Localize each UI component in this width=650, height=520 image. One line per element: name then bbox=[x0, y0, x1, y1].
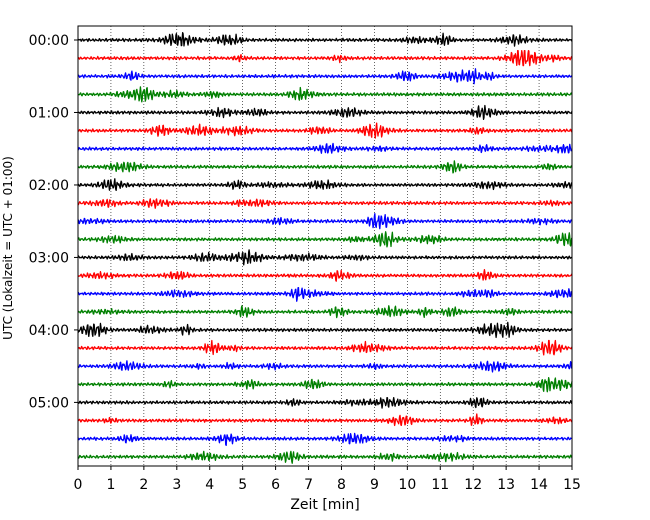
y-axis-label: UTC (Lokalzeit = UTC + 01:00) bbox=[1, 156, 15, 340]
grid-lines bbox=[110, 26, 540, 466]
x-tick-label: 11 bbox=[431, 477, 449, 493]
trace-row bbox=[77, 231, 573, 248]
trace-row bbox=[77, 305, 573, 319]
x-tick-label: 4 bbox=[205, 477, 214, 493]
seismic-traces bbox=[77, 31, 573, 464]
y-tick-label: 01:00 bbox=[29, 105, 69, 121]
trace-row bbox=[77, 249, 573, 266]
trace-row bbox=[77, 339, 573, 356]
trace-row bbox=[77, 49, 573, 67]
trace-row bbox=[77, 142, 573, 154]
trace-row bbox=[77, 86, 573, 103]
trace-row bbox=[77, 31, 573, 47]
trace-row bbox=[77, 104, 573, 120]
x-tick-label: 0 bbox=[74, 477, 83, 493]
trace-row bbox=[77, 413, 573, 427]
y-tick-label: 00:00 bbox=[29, 33, 69, 49]
trace-row bbox=[77, 321, 573, 339]
trace-row bbox=[77, 360, 573, 373]
trace-row bbox=[77, 268, 573, 282]
trace-row bbox=[77, 178, 573, 192]
trace-row bbox=[77, 287, 573, 302]
x-tick-label: 12 bbox=[464, 477, 482, 493]
x-tick-label: 15 bbox=[563, 477, 581, 493]
y-tick-label: 05:00 bbox=[29, 395, 69, 411]
trace-row bbox=[77, 377, 573, 393]
trace-row bbox=[77, 450, 573, 464]
x-tick-label: 14 bbox=[530, 477, 548, 493]
x-tick-label: 6 bbox=[271, 477, 280, 493]
x-tick-label: 9 bbox=[370, 477, 379, 493]
trace-row bbox=[77, 432, 573, 446]
y-axis-ticks: 00:00 01:00 02:00 03:00 04:00 05:00 bbox=[29, 33, 78, 411]
x-axis-label: Zeit [min] bbox=[290, 497, 359, 513]
y-tick-label: 02:00 bbox=[29, 178, 69, 194]
x-tick-label: 7 bbox=[304, 477, 313, 493]
trace-row bbox=[77, 68, 573, 85]
x-tick-label: 5 bbox=[238, 477, 247, 493]
y-tick-label: 04:00 bbox=[29, 323, 69, 339]
x-tick-label: 13 bbox=[497, 477, 515, 493]
trace-row bbox=[77, 160, 573, 174]
x-tick-label: 3 bbox=[172, 477, 181, 493]
trace-row bbox=[77, 122, 573, 139]
x-tick-label: 1 bbox=[106, 477, 115, 493]
x-axis-ticks: 0 1 2 3 4 5 6 7 8 9 10 11 12 13 14 15 bbox=[74, 466, 581, 493]
trace-row bbox=[77, 396, 573, 409]
x-tick-label: 2 bbox=[139, 477, 148, 493]
trace-row bbox=[77, 213, 573, 230]
y-tick-label: 03:00 bbox=[29, 250, 69, 266]
trace-row bbox=[77, 198, 573, 209]
x-tick-label: 10 bbox=[398, 477, 416, 493]
plot-frame bbox=[77, 25, 573, 467]
x-tick-label: 8 bbox=[337, 477, 346, 493]
